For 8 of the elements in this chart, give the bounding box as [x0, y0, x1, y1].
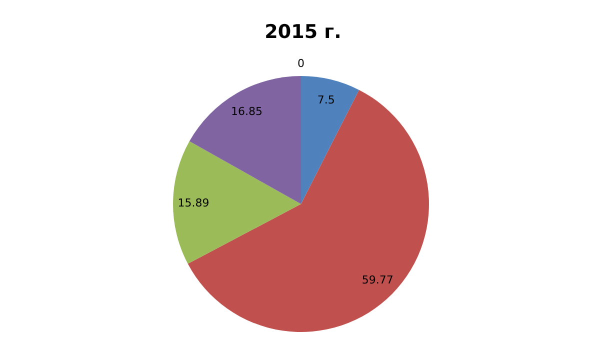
data-label: 15.89	[178, 196, 210, 210]
data-label: 59.77	[362, 273, 394, 286]
pie-slice	[173, 141, 301, 264]
chart-title: 2015 г.	[264, 21, 342, 43]
text: 0	[298, 57, 304, 70]
data-label: 7.5	[317, 93, 335, 106]
pie-slice	[301, 76, 360, 204]
data-label: 16.85	[230, 105, 262, 118]
